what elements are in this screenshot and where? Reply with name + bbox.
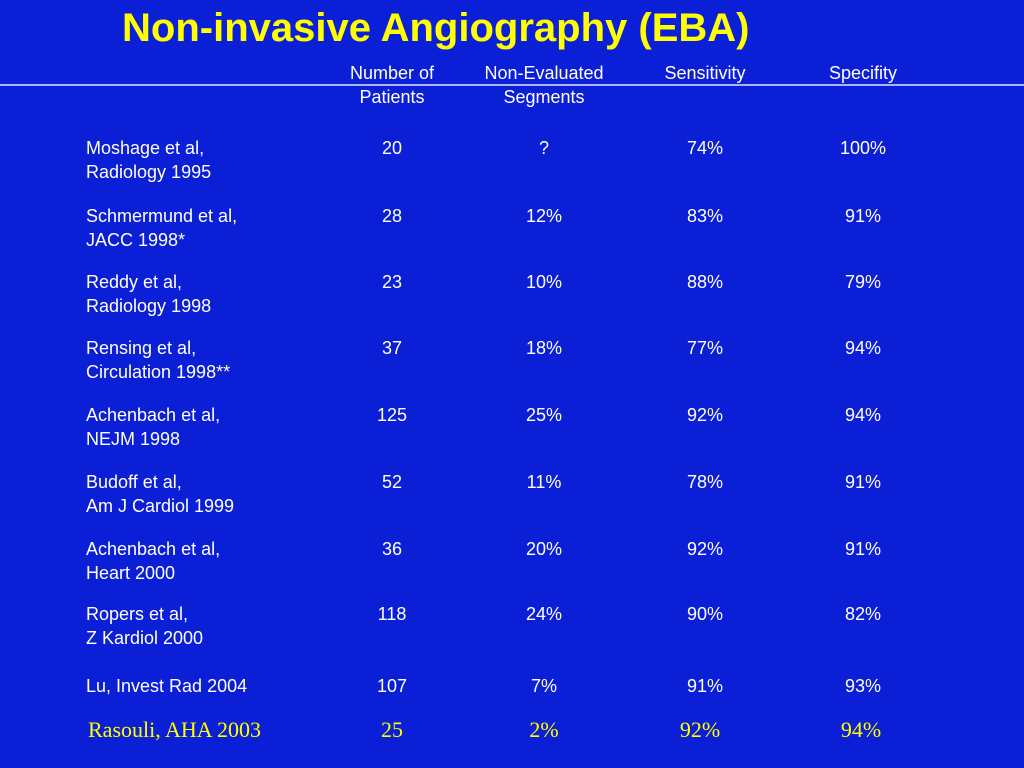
row-reference: Budoff et al, Am J Cardiol 1999 — [86, 470, 346, 518]
reference-line: Reddy et al, — [86, 272, 183, 292]
cell-nonevaluated: ? — [538, 138, 549, 158]
row-reference: Lu, Invest Rad 2004 — [86, 674, 346, 698]
reference-line: Moshage et al, — [86, 138, 205, 158]
cell-specificity: 82% — [844, 604, 882, 624]
header-line: Non-Evaluated — [484, 63, 604, 83]
reference-line: Achenbach et al, — [86, 405, 221, 425]
reference-line: Lu, Invest Rad 2004 — [86, 676, 248, 696]
cell-nonevaluated: 20% — [525, 539, 563, 559]
cell-sensitivity: 77% — [686, 338, 724, 358]
row-reference: Rensing et al, Circulation 1998** — [86, 336, 346, 384]
cell-specificity: 94% — [844, 405, 882, 425]
cell-specificity: 91% — [844, 472, 882, 492]
cell-sensitivity: 74% — [686, 138, 724, 158]
reference-line: Ropers et al, — [86, 604, 189, 624]
header-line: Number of — [349, 63, 435, 83]
reference-line: Schmermund et al, — [86, 206, 238, 226]
highlight-ref: Rasouli, AHA 2003 — [88, 717, 261, 742]
cell-patients: 118 — [377, 604, 407, 624]
reference-line: NEJM 1998 — [86, 429, 181, 449]
cell-sensitivity: 90% — [686, 604, 724, 624]
cell-sensitivity: 88% — [686, 272, 724, 292]
cell-nonevaluated: 25% — [525, 405, 563, 425]
reference-line: Am J Cardiol 1999 — [86, 496, 235, 516]
header-line: Segments — [503, 87, 585, 107]
cell-patients: 20 — [381, 138, 403, 158]
cell-specificity: 91% — [844, 539, 882, 559]
header-non-evaluated-segments: Non-Evaluated Segments — [464, 61, 624, 109]
cell-specificity: 94% — [844, 338, 882, 358]
reference-line: Budoff et al, — [86, 472, 182, 492]
reference-line: Achenbach et al, — [86, 539, 221, 559]
cell-nonevaluated: 18% — [525, 338, 563, 358]
highlight-nonevaluated: 2% — [529, 717, 559, 742]
cell-specificity: 79% — [844, 272, 882, 292]
reference-line: Radiology 1995 — [86, 162, 212, 182]
row-reference: Achenbach et al, NEJM 1998 — [86, 403, 346, 451]
row-reference: Reddy et al, Radiology 1998 — [86, 270, 346, 318]
header-specificity: Specifity — [828, 63, 898, 83]
row-reference: Moshage et al, Radiology 1995 — [86, 136, 346, 184]
cell-specificity: 93% — [844, 676, 882, 696]
reference-line: Radiology 1998 — [86, 296, 212, 316]
cell-patients: 37 — [381, 338, 403, 358]
reference-line: Circulation 1998** — [86, 362, 231, 382]
cell-specificity: 100% — [839, 138, 887, 158]
cell-sensitivity: 78% — [686, 472, 724, 492]
cell-patients: 107 — [376, 676, 408, 696]
row-reference: Ropers et al, Z Kardiol 2000 — [86, 602, 346, 650]
header-line: Patients — [359, 87, 425, 107]
highlight-sensitivity: 92% — [679, 717, 721, 742]
header-sensitivity: Sensitivity — [664, 63, 746, 83]
cell-patients: 36 — [381, 539, 403, 559]
cell-nonevaluated: 11% — [526, 472, 562, 492]
cell-sensitivity: 92% — [686, 405, 724, 425]
row-reference: Achenbach et al, Heart 2000 — [86, 537, 346, 585]
slide-title: Non-invasive Angiography (EBA) — [122, 6, 750, 50]
reference-line: Z Kardiol 2000 — [86, 628, 204, 648]
reference-line: JACC 1998* — [86, 230, 186, 250]
cell-sensitivity: 91% — [686, 676, 724, 696]
cell-sensitivity: 92% — [686, 539, 724, 559]
cell-nonevaluated: 24% — [525, 604, 563, 624]
row-reference: Schmermund et al, JACC 1998* — [86, 204, 346, 252]
header-divider — [0, 84, 1024, 86]
reference-line: Rensing et al, — [86, 338, 197, 358]
header-number-of-patients: Number of Patients — [312, 61, 472, 109]
cell-sensitivity: 83% — [686, 206, 724, 226]
reference-line: Heart 2000 — [86, 563, 176, 583]
cell-patients: 28 — [381, 206, 403, 226]
cell-patients: 125 — [376, 405, 408, 425]
cell-patients: 52 — [381, 472, 403, 492]
highlight-patients: 25 — [381, 717, 403, 742]
highlight-specificity: 94% — [840, 717, 882, 742]
cell-specificity: 91% — [844, 206, 882, 226]
cell-patients: 23 — [381, 272, 403, 292]
cell-nonevaluated: 10% — [525, 272, 563, 292]
cell-nonevaluated: 12% — [525, 206, 563, 226]
cell-nonevaluated: 7% — [530, 676, 557, 696]
